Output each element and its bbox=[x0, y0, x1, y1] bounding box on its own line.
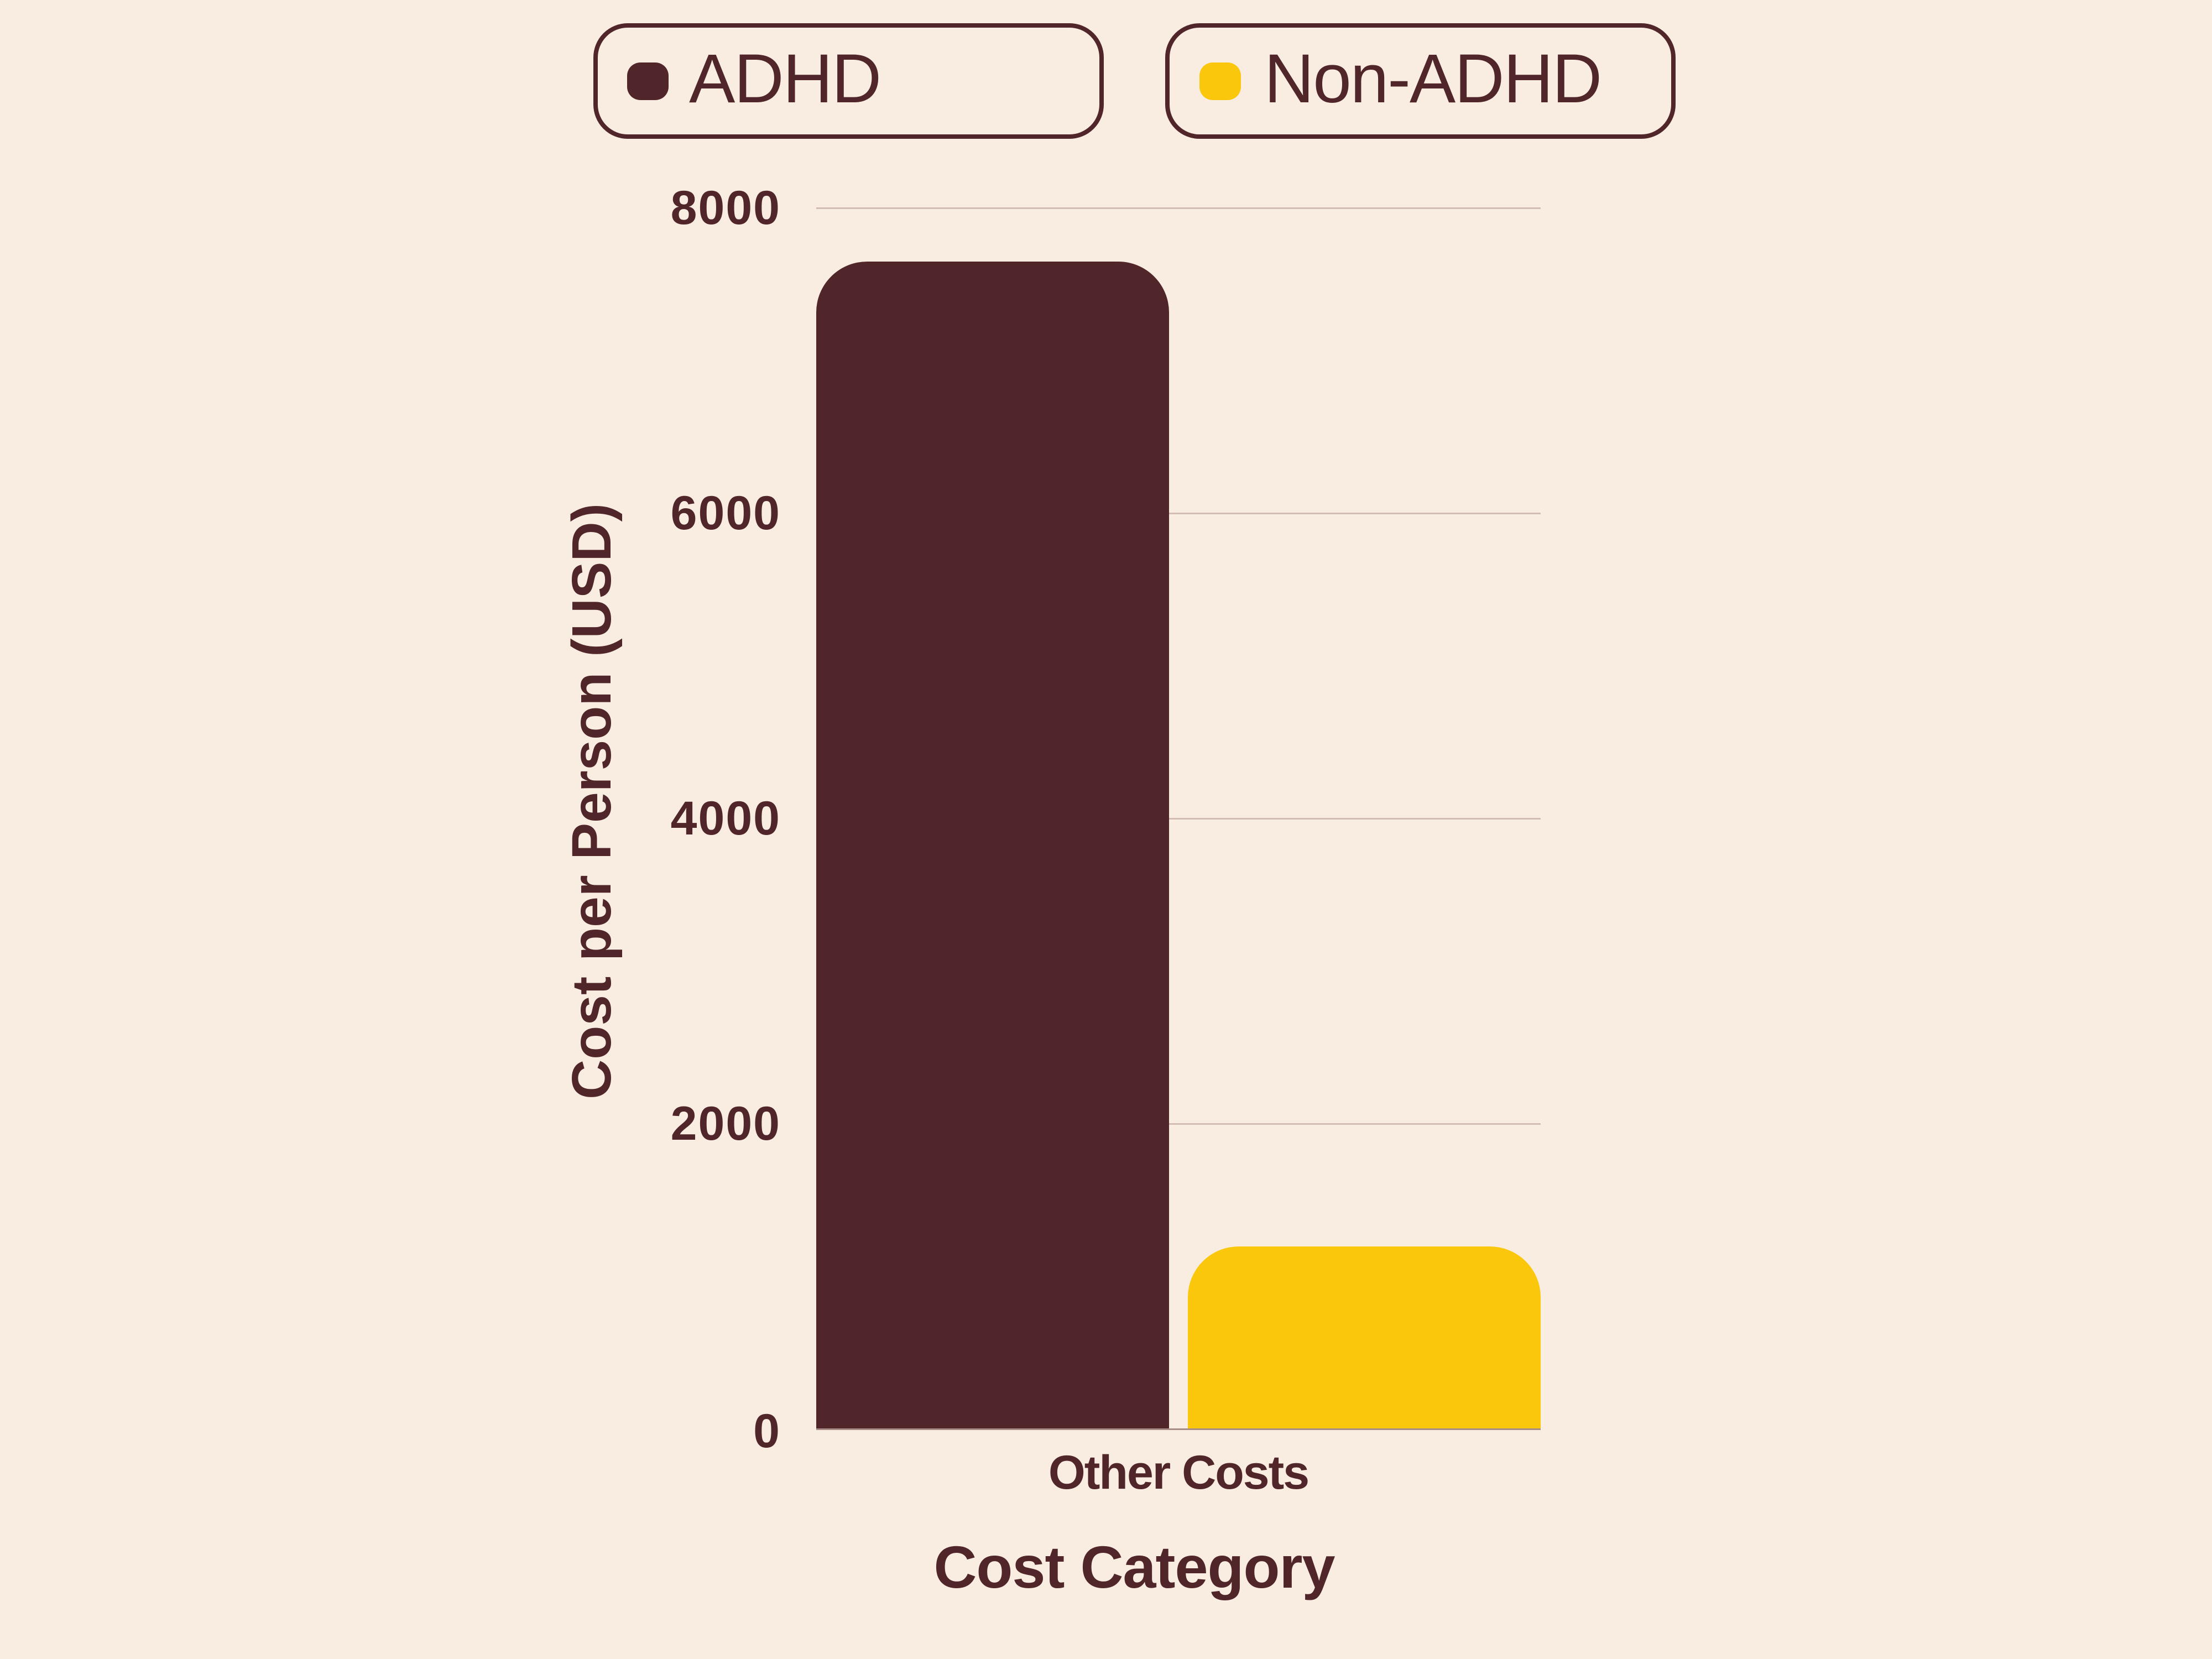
x-axis-title: Cost Category bbox=[933, 1533, 1335, 1600]
x-tick-other-costs: Other Costs bbox=[1048, 1446, 1310, 1499]
adhd-swatch-icon bbox=[627, 62, 669, 100]
bar-adhd-other-costs[interactable] bbox=[816, 262, 1169, 1430]
y-tick-0: 0 bbox=[753, 1405, 781, 1458]
legend-label-adhd: ADHD bbox=[689, 40, 881, 117]
legend-label-non-adhd: Non-ADHD bbox=[1264, 40, 1602, 117]
legend-item-adhd[interactable]: ADHD bbox=[593, 23, 1104, 139]
gridline-8000 bbox=[816, 207, 1541, 209]
gridline-2000 bbox=[816, 1123, 1541, 1125]
legend-item-non-adhd[interactable]: Non-ADHD bbox=[1165, 23, 1676, 139]
y-tick-2000: 2000 bbox=[670, 1097, 781, 1150]
y-tick-6000: 6000 bbox=[670, 487, 781, 540]
gridline-6000 bbox=[816, 513, 1541, 514]
y-tick-8000: 8000 bbox=[670, 181, 781, 234]
gridline-4000 bbox=[816, 818, 1541, 820]
non-adhd-swatch-icon bbox=[1199, 62, 1241, 100]
bar-non-adhd-other-costs[interactable] bbox=[1188, 1246, 1541, 1430]
y-tick-4000: 4000 bbox=[670, 792, 781, 845]
x-axis-baseline bbox=[816, 1428, 1541, 1430]
y-axis-title: Cost per Person (USD) bbox=[561, 503, 623, 1099]
